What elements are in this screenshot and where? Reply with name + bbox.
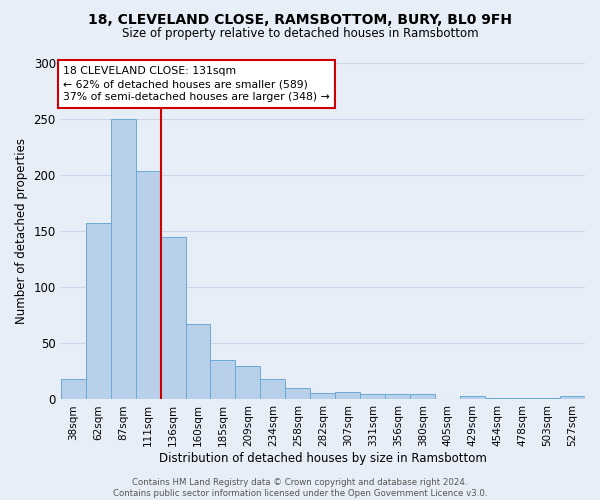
Bar (136, 172, 161, 400)
Bar (286, 388, 310, 400)
Bar (61, 379, 86, 400)
Bar (385, 394, 410, 400)
Text: Size of property relative to detached houses in Ramsbottom: Size of property relative to detached ho… (122, 28, 478, 40)
Bar (485, 398, 510, 400)
Bar (335, 392, 360, 400)
Bar (410, 394, 435, 400)
Bar (185, 324, 211, 400)
Bar (460, 396, 485, 400)
Text: 18, CLEVELAND CLOSE, RAMSBOTTOM, BURY, BL0 9FH: 18, CLEVELAND CLOSE, RAMSBOTTOM, BURY, B… (88, 12, 512, 26)
Bar (360, 394, 385, 400)
Bar (510, 398, 535, 400)
Bar (310, 392, 335, 400)
Bar (560, 396, 585, 400)
Bar (86, 223, 110, 400)
Bar (235, 366, 260, 400)
Bar (211, 360, 235, 400)
Bar (110, 118, 136, 400)
Y-axis label: Number of detached properties: Number of detached properties (15, 138, 28, 324)
X-axis label: Distribution of detached houses by size in Ramsbottom: Distribution of detached houses by size … (159, 452, 487, 465)
Bar (260, 379, 286, 400)
Text: 18 CLEVELAND CLOSE: 131sqm
← 62% of detached houses are smaller (589)
37% of sem: 18 CLEVELAND CLOSE: 131sqm ← 62% of deta… (63, 66, 330, 102)
Bar (161, 236, 185, 400)
Text: Contains HM Land Registry data © Crown copyright and database right 2024.
Contai: Contains HM Land Registry data © Crown c… (113, 478, 487, 498)
Bar (535, 398, 560, 400)
